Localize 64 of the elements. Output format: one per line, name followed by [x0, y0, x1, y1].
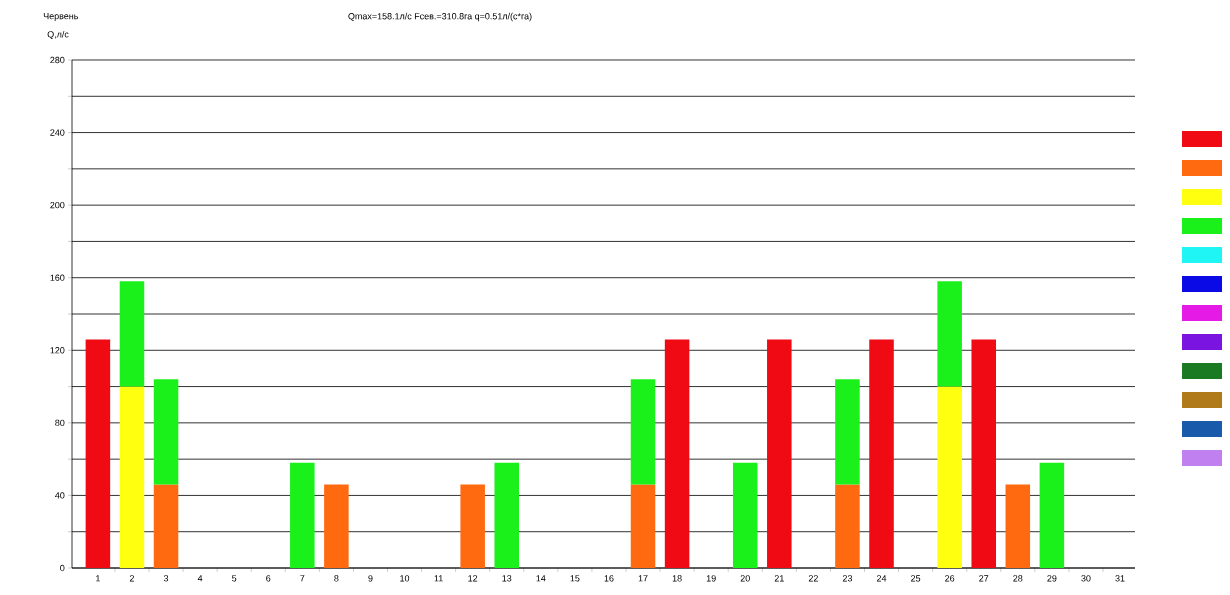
y-axis-title: Q,л/с: [47, 30, 69, 40]
x-tick-label: 14: [536, 575, 546, 582]
bar: [971, 339, 996, 568]
x-tick-label: 9: [368, 575, 373, 582]
bar: [290, 462, 315, 568]
x-tick-label: 23: [842, 575, 853, 582]
x-tick-label: 3: [163, 575, 169, 582]
bar: [664, 339, 690, 568]
bar: [324, 484, 349, 568]
bar: [119, 386, 145, 568]
x-tick-label: 15: [570, 575, 580, 582]
bar: [85, 339, 111, 568]
bar: [937, 386, 962, 568]
bar: [937, 281, 962, 387]
x-tick-label: 24: [876, 575, 887, 582]
bar: [119, 281, 145, 387]
x-tick-label: 22: [808, 575, 818, 582]
y-tick-label: 0: [60, 564, 65, 572]
x-tick-label: 8: [334, 575, 339, 582]
bar: [835, 379, 860, 485]
x-tick-label: 29: [1047, 575, 1057, 582]
bar: [767, 339, 792, 568]
y-tick-label: 40: [55, 492, 65, 499]
bar: [460, 484, 485, 568]
x-tick-label: 25: [911, 575, 921, 582]
y-tick-label: 240: [50, 129, 65, 136]
y-tick-label: 160: [50, 274, 65, 281]
bar: [1039, 462, 1065, 568]
bar: [153, 379, 179, 485]
x-tick-label: 4: [197, 575, 203, 582]
x-tick-label: 11: [434, 575, 443, 582]
x-tick-label: 28: [1013, 575, 1023, 582]
chart-title: Червень: [43, 12, 79, 22]
x-tick-label: 30: [1081, 575, 1091, 582]
x-tick-label: 7: [300, 575, 305, 582]
bar: [630, 484, 656, 568]
bar: [153, 484, 179, 568]
x-tick-label: 10: [400, 575, 410, 582]
bar: [835, 484, 860, 568]
x-tick-label: 6: [266, 575, 271, 582]
y-tick-label: 280: [50, 56, 65, 64]
x-tick-label: 18: [672, 575, 682, 582]
bar: [869, 339, 894, 568]
x-tick-label: 5: [232, 575, 237, 582]
x-tick-label: 20: [740, 575, 750, 582]
x-tick-label: 12: [468, 575, 478, 582]
x-tick-label: 26: [945, 575, 955, 582]
x-tick-label: 13: [502, 575, 512, 582]
bar: [732, 462, 758, 568]
bar: [494, 462, 520, 568]
bar: [1005, 484, 1031, 568]
x-tick-label: 1: [96, 575, 100, 582]
x-tick-label: 19: [706, 575, 716, 582]
x-tick-label: 21: [774, 575, 784, 582]
x-tick-label: 17: [638, 575, 648, 582]
bar: [630, 379, 656, 485]
y-tick-label: 120: [50, 347, 65, 354]
y-tick-label: 80: [55, 419, 65, 427]
x-tick-label: 2: [129, 575, 134, 582]
x-tick-label: 31: [1115, 575, 1125, 582]
x-tick-label: 16: [604, 575, 614, 582]
x-tick-label: 27: [979, 575, 989, 582]
y-tick-label: 200: [50, 201, 65, 209]
chart-subtitle: Qmax=158.1л/с Fсев.=310.8га q=0.51л/(с*га): [348, 12, 532, 22]
